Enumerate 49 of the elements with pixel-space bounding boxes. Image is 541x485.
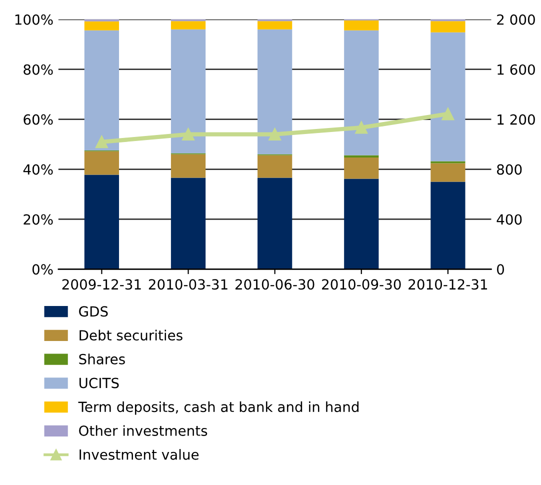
- bar: [430, 182, 466, 270]
- y-tick-label: 0%: [32, 264, 53, 275]
- x-tick-label: 2010-12-31: [408, 279, 488, 290]
- x-tick-label: 2009-12-31: [62, 279, 141, 290]
- bar: [84, 21, 120, 30]
- legend-label: Investment value: [80, 449, 199, 460]
- y-tick-label: 40%: [23, 164, 53, 175]
- bar: [258, 29, 292, 154]
- bar: [170, 154, 206, 178]
- y-tick-label: 80%: [24, 64, 53, 75]
- y2-tick-label: 2 000: [497, 14, 535, 25]
- bar: [344, 20, 379, 30]
- legend-label: Other investments: [79, 425, 208, 436]
- legend-label: Shares: [79, 354, 125, 364]
- bar: [344, 158, 379, 179]
- point: [268, 128, 282, 141]
- x-tick-label: 2010-03-31: [148, 279, 228, 290]
- y-tick-label: 100%: [15, 14, 53, 25]
- bar: [84, 30, 120, 151]
- bar: [170, 178, 206, 270]
- point: [182, 128, 195, 141]
- bar: [84, 174, 120, 270]
- bar: [430, 163, 466, 182]
- bar: [430, 32, 466, 162]
- bar: [344, 178, 379, 270]
- legend-label: UCITS: [80, 378, 119, 388]
- y2-tick-label: 800: [497, 164, 522, 175]
- bar: [170, 29, 206, 154]
- bar: [258, 178, 292, 270]
- bar: [84, 151, 120, 175]
- y2-tick-label: 0: [497, 264, 504, 275]
- y2-tick-label: 400: [496, 214, 522, 225]
- point: [95, 136, 108, 148]
- y2-tick-label: 1 200: [498, 114, 535, 125]
- y2-tick-label: 1 600: [498, 64, 535, 75]
- x-tick-label: 2010-09-30: [322, 279, 401, 290]
- bar: [170, 21, 206, 30]
- bar: [344, 30, 379, 156]
- y-tick-label: 60%: [24, 114, 53, 125]
- legend-label: GDS: [79, 306, 108, 317]
- bar: [258, 21, 292, 30]
- y-tick-label: 20%: [24, 214, 53, 225]
- legend-label: Debt securities: [80, 330, 182, 341]
- bar: [430, 21, 466, 32]
- legend-label: Term deposits, cash at bank and in hand: [78, 401, 359, 415]
- point: [355, 121, 368, 134]
- point: [442, 108, 454, 120]
- bar: [258, 155, 292, 178]
- x-tick-label: 2010-06-30: [235, 279, 314, 290]
